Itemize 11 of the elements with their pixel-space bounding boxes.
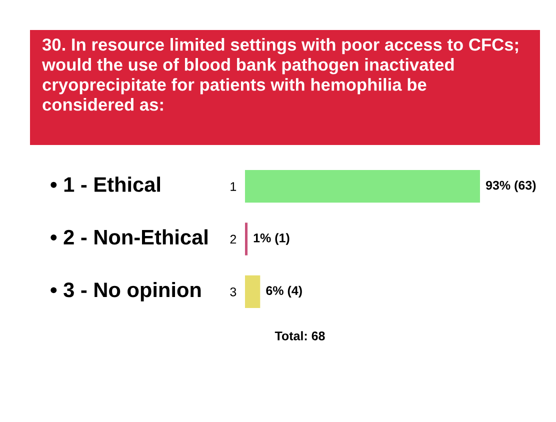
chart-title: 30. In resource limited settings with poor access to CFCs; would the use of blood bank pathogen inactivated cryoprecipitate for patients with hemophilia be considered as: — [42, 38, 518, 111]
text: • 1 - Ethical — [50, 176, 160, 192]
text: • 2 - Non-Ethical — [50, 229, 208, 245]
y-tick-label: 1 — [230, 182, 236, 191]
y-tick-label: 2 — [230, 234, 236, 244]
data-label: 1% (1) — [254, 233, 290, 245]
text: • 3 - No opinion — [50, 282, 201, 302]
y-tick-label: 3 — [230, 287, 236, 296]
data-label: 93% (63) — [486, 180, 536, 192]
data-label: 6% (4) — [266, 286, 302, 298]
text: Total: 68 — [274, 331, 325, 340]
